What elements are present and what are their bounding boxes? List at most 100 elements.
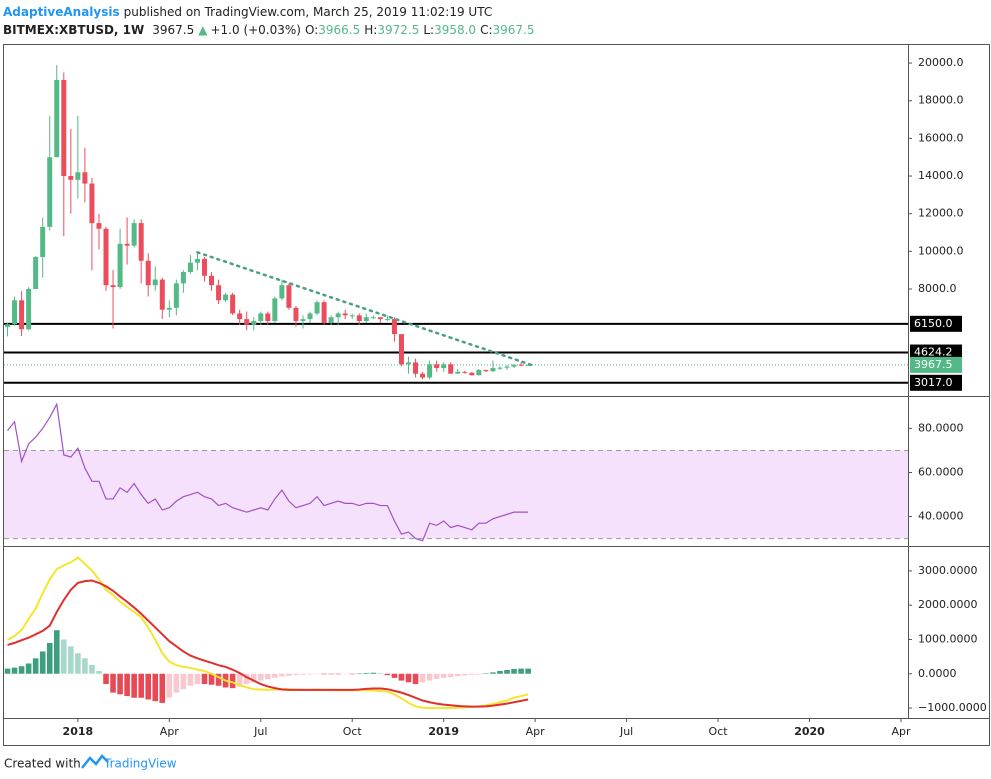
ohlc-value: 3958.0 — [434, 23, 476, 37]
histogram-bar — [511, 668, 517, 674]
ohlc-value: 3972.5 — [377, 23, 419, 37]
candle-body — [511, 364, 517, 367]
y-tick-label: 1000.0000 — [918, 632, 978, 645]
histogram-bar — [293, 673, 299, 676]
y-tick-label: 3000.0000 — [918, 564, 978, 577]
histogram-bar — [250, 673, 257, 683]
candle-body — [406, 362, 412, 365]
pane: 8000.0 10000.0 12000.0 14000.0 16000.0 18000.… — [4, 56, 964, 391]
histogram-bar — [166, 673, 173, 698]
footer-logo[interactable] — [81, 754, 109, 769]
candle-body — [244, 319, 250, 325]
level-label: 3017.0 — [914, 376, 953, 389]
histogram-bar — [342, 673, 348, 675]
histogram-bar — [447, 673, 454, 678]
y-tick-label: 12000.0 — [918, 207, 964, 220]
histogram-bar — [469, 673, 475, 675]
y-tick-label: 8000.0 — [918, 282, 957, 295]
histogram-bar — [236, 673, 243, 687]
candle-body — [117, 243, 123, 288]
candle-body — [377, 317, 383, 320]
candle-body — [19, 300, 25, 330]
histogram-bar — [173, 673, 180, 693]
histogram-bar — [32, 658, 39, 674]
histogram-bar — [75, 653, 81, 674]
candle-body — [159, 279, 165, 310]
x-tick-label: 2020 — [794, 725, 825, 738]
histogram-bar — [525, 668, 531, 674]
y-tick-label: 18000.0 — [918, 94, 964, 107]
y-tick-label: 0.0000 — [918, 667, 957, 680]
candle-body — [370, 317, 376, 319]
candle-body — [110, 285, 116, 288]
candle-body — [391, 319, 397, 335]
ohlc-value: 3967.5 — [493, 23, 535, 37]
y-tick-label: 20000.0 — [918, 56, 964, 69]
level-label: 3967.5 — [914, 358, 953, 371]
author[interactable]: AdaptiveAnalysis — [3, 5, 120, 19]
candle-body — [201, 258, 207, 276]
candle-body — [518, 364, 524, 366]
x-tick-label: Jul — [253, 725, 267, 738]
histogram-bar — [138, 673, 144, 698]
histogram-bar — [208, 673, 215, 685]
histogram-bar — [454, 673, 461, 677]
candle-body — [131, 223, 137, 246]
histogram-bar — [440, 673, 447, 678]
candle-body — [223, 294, 229, 301]
histogram-bar — [46, 642, 53, 674]
candle-body — [68, 176, 74, 180]
candle-body — [455, 371, 461, 374]
histogram-bar — [504, 669, 510, 674]
footer-brand[interactable]: TradingView — [103, 757, 177, 771]
level-label: 4624.2 — [914, 346, 953, 359]
candle-body — [441, 364, 447, 369]
histogram-bar — [89, 664, 95, 674]
candle-body — [251, 320, 257, 325]
histogram-bar — [405, 673, 412, 683]
histogram-bar — [314, 673, 320, 675]
candle-body — [349, 315, 355, 317]
y-tick-label: 60.0000 — [918, 465, 964, 478]
candle-body — [384, 319, 390, 321]
candle-body — [103, 228, 109, 286]
histogram-bar — [201, 673, 208, 685]
level-label: 6150.0 — [914, 317, 953, 330]
x-tick-label: Jul — [619, 725, 633, 738]
candle-body — [321, 302, 327, 323]
histogram-bar — [476, 673, 482, 675]
y-tick-label: 40.0000 — [918, 510, 964, 523]
macd-line — [7, 556, 529, 710]
candle-body — [209, 275, 215, 286]
histogram-bar — [25, 663, 32, 674]
frame — [3, 44, 990, 746]
candle-body — [75, 172, 81, 180]
candle-body — [272, 298, 278, 321]
change-arrow: ▲ — [198, 23, 208, 37]
histogram-bar — [68, 646, 74, 674]
histogram-bar — [412, 673, 419, 685]
candle-body — [342, 313, 348, 316]
histogram-bar — [279, 673, 285, 677]
candle-body — [96, 223, 102, 229]
x-tick-label: 2019 — [428, 725, 459, 738]
histogram-bar — [398, 673, 405, 681]
histogram-bar — [384, 673, 391, 676]
candle-body — [33, 256, 39, 289]
candle-body — [279, 285, 285, 299]
candle-body — [307, 313, 313, 320]
candle-body — [300, 319, 306, 321]
histogram-bar — [152, 673, 159, 702]
candle-body — [152, 279, 158, 286]
candle-body — [173, 283, 179, 308]
histogram-bar — [187, 673, 194, 686]
histogram-bar — [18, 666, 25, 674]
histogram-bar — [257, 673, 264, 681]
ohlc-key: H: — [364, 23, 377, 37]
histogram-bar — [300, 673, 306, 675]
level-label-bg — [910, 315, 962, 332]
y-tick-label: 2000.0000 — [918, 598, 978, 611]
histogram-bar — [272, 673, 278, 678]
candle-body — [124, 243, 130, 246]
